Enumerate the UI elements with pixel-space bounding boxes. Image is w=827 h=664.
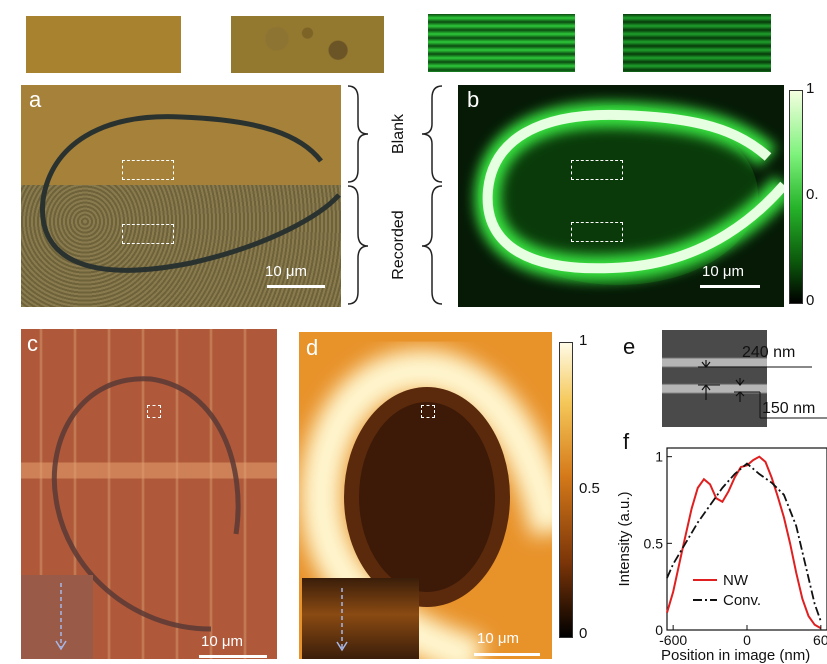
cbar-b-tick-mid: 0. xyxy=(806,186,819,203)
inset-c-arrow xyxy=(55,583,67,651)
scalebar-c xyxy=(199,655,267,658)
roi-blank-b xyxy=(571,160,623,180)
colorbar-d xyxy=(559,342,573,638)
roi-c xyxy=(147,405,161,418)
inset-d-arrow xyxy=(336,588,348,652)
dim-label-150: 150 nm xyxy=(762,400,816,417)
dim-label-240: 240 nm xyxy=(742,344,796,361)
roi-recorded-b xyxy=(571,222,623,242)
label-recorded: Recorded xyxy=(390,210,407,280)
cbar-d-tick-bottom: 0 xyxy=(579,625,588,642)
y-axis-label: Intensity (a.u.) xyxy=(616,491,633,586)
brace-group xyxy=(347,85,443,305)
inset-d xyxy=(302,578,419,659)
panel-label-d: d xyxy=(306,335,319,360)
panel-label-a: a xyxy=(29,87,42,112)
strip-recorded-fluorescence xyxy=(623,14,771,72)
scalebar-a xyxy=(267,285,325,288)
x-tick-label-2: 60 xyxy=(813,632,827,648)
series-line-0 xyxy=(666,455,822,630)
x-tick-label-0: -600 xyxy=(659,632,687,648)
panel-e-dimensions xyxy=(698,360,827,419)
y-tick-label-1: 0.5 xyxy=(644,535,664,551)
roi-blank-a xyxy=(122,160,174,180)
x-axis-label: Position in image (nm) xyxy=(661,647,810,664)
nanowire-loop-b xyxy=(474,101,784,285)
panel-c-image: c 10 μm xyxy=(21,329,277,659)
strip-blank-fluorescence xyxy=(428,14,575,72)
roi-recorded-a xyxy=(122,224,174,244)
panel-d-image: d 10 μm xyxy=(299,332,552,659)
cbar-d-tick-mid: 0.5 xyxy=(579,480,600,497)
panel-label-b: b xyxy=(467,87,480,112)
scale-label-c: 10 μm xyxy=(201,633,243,650)
cbar-b-tick-bottom: 0 xyxy=(806,292,815,309)
scale-label-d: 10 μm xyxy=(477,630,519,647)
panel-label-f: f xyxy=(623,429,630,454)
panel-label-c: c xyxy=(27,331,38,356)
recorded-region xyxy=(21,185,341,307)
x-tick-label-1: 0 xyxy=(743,632,751,648)
y-tick-label-0: 0 xyxy=(655,622,663,638)
label-blank: Blank xyxy=(390,113,407,155)
legend-label-0: NW xyxy=(723,572,749,589)
legend-label-1: Conv. xyxy=(723,592,761,609)
panel-label-e: e xyxy=(623,334,636,359)
panel-a-image: a 10 μm xyxy=(21,85,341,307)
y-tick-label-2: 1 xyxy=(655,449,663,465)
nanowire-loop-c xyxy=(51,376,241,632)
scalebar-b xyxy=(700,285,760,288)
cbar-d-tick-top: 1 xyxy=(579,332,588,349)
strip-blank-optical xyxy=(26,16,181,73)
scale-label-a: 10 μm xyxy=(265,263,307,280)
cbar-b-tick-top: 1 xyxy=(806,80,815,97)
roi-d xyxy=(421,405,435,418)
panel-b-image: b 10 μm xyxy=(458,85,784,307)
series-line-1 xyxy=(666,462,822,622)
strip-recorded-optical xyxy=(231,16,384,73)
scalebar-d xyxy=(474,653,540,656)
panel-e-image xyxy=(662,330,767,427)
nanowire-loop-a xyxy=(39,114,341,273)
inset-c xyxy=(21,575,93,659)
scale-label-b: 10 μm xyxy=(702,263,744,280)
colorbar-b xyxy=(789,90,803,304)
